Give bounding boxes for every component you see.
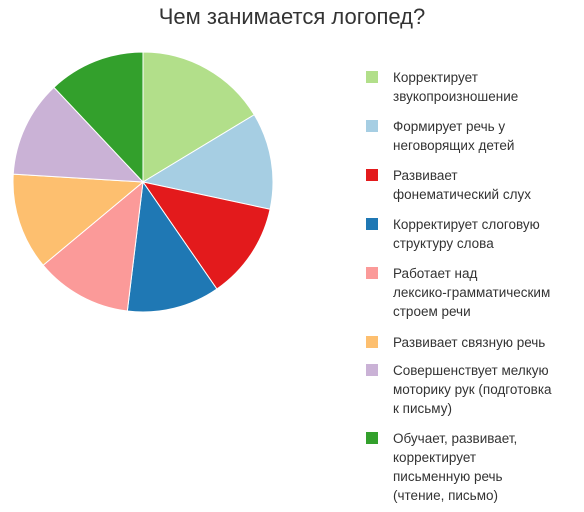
chart-title: Чем занимается логопед? xyxy=(158,4,426,29)
pie-slice-4 xyxy=(126,180,218,313)
pie-slice-7 xyxy=(12,86,145,183)
legend-swatch xyxy=(366,218,378,230)
legend-swatch xyxy=(366,267,378,279)
legend-swatch xyxy=(366,120,378,132)
legend-swatch xyxy=(366,336,378,348)
pie-slice-8 xyxy=(53,51,144,184)
legend-label: Корректирует слоговую структуру слова xyxy=(393,217,540,251)
legend-swatch xyxy=(366,432,378,444)
legend-label: Развивает фонематический слух xyxy=(393,168,531,202)
legend-label: Развивает связную речь xyxy=(393,335,546,350)
legend-label: Обучает, развивает, корректирует письмен… xyxy=(393,431,518,503)
pie-slice-6 xyxy=(12,173,145,266)
pie-slice-5 xyxy=(42,180,144,312)
pie-slice-2 xyxy=(141,114,274,210)
legend-swatch xyxy=(366,169,378,181)
legend-label: Корректирует звукопроизношение xyxy=(393,70,519,104)
pie-slice-3 xyxy=(141,181,271,290)
legend-label: Работает над лексико-грамматическим стро… xyxy=(393,266,551,319)
legend-label: Формирует речь у неговорящих детей xyxy=(393,119,515,153)
legend-label: Совершенствует мелкую моторику рук (подг… xyxy=(393,363,552,416)
legend-swatch xyxy=(366,364,378,376)
legend-swatch xyxy=(366,71,378,83)
pie-slice-1 xyxy=(142,51,255,183)
